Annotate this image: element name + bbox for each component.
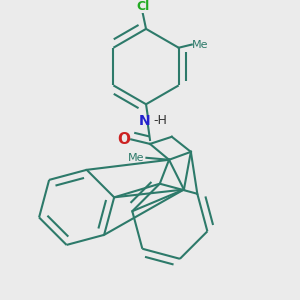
Text: N: N [139,114,151,128]
Text: Me: Me [191,40,208,50]
Text: O: O [117,132,130,147]
Text: -H: -H [153,114,167,128]
Text: Me: Me [128,153,144,163]
Text: Cl: Cl [136,0,149,13]
